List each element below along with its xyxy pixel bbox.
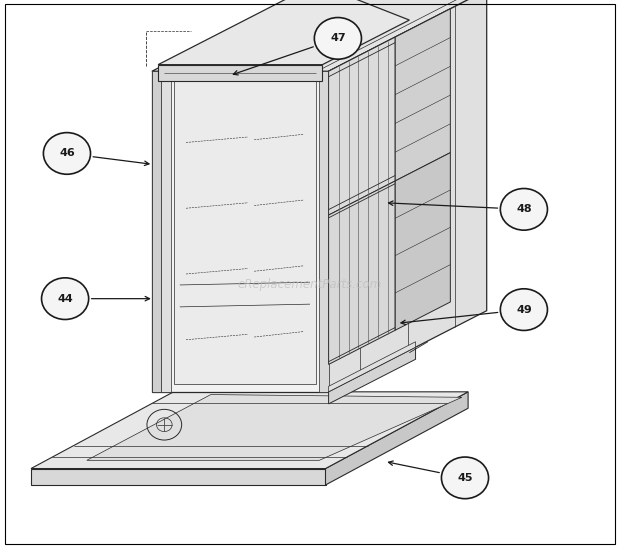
Polygon shape — [319, 71, 329, 392]
Polygon shape — [395, 153, 450, 330]
Text: eReplacementParts.com: eReplacementParts.com — [238, 278, 382, 292]
Polygon shape — [152, 71, 329, 392]
Circle shape — [500, 289, 547, 330]
Text: 48: 48 — [516, 204, 532, 214]
Polygon shape — [158, 65, 322, 81]
Polygon shape — [329, 181, 395, 364]
Polygon shape — [87, 395, 462, 460]
Text: 44: 44 — [57, 294, 73, 304]
Text: 46: 46 — [59, 149, 75, 158]
Circle shape — [500, 189, 547, 230]
Polygon shape — [158, 0, 409, 65]
Text: 49: 49 — [516, 305, 532, 315]
Text: 45: 45 — [458, 473, 472, 483]
Polygon shape — [329, 342, 415, 392]
Circle shape — [42, 278, 89, 319]
Circle shape — [314, 18, 361, 59]
Text: 47: 47 — [330, 33, 346, 43]
Polygon shape — [31, 469, 326, 485]
Circle shape — [43, 133, 91, 174]
Polygon shape — [31, 392, 468, 469]
Polygon shape — [329, 37, 395, 215]
Circle shape — [441, 457, 489, 499]
Polygon shape — [395, 9, 450, 181]
Polygon shape — [152, 71, 161, 392]
Polygon shape — [152, 0, 487, 71]
Polygon shape — [161, 71, 171, 392]
Polygon shape — [174, 79, 316, 384]
Polygon shape — [329, 0, 487, 392]
Polygon shape — [326, 392, 468, 485]
Polygon shape — [329, 347, 415, 404]
